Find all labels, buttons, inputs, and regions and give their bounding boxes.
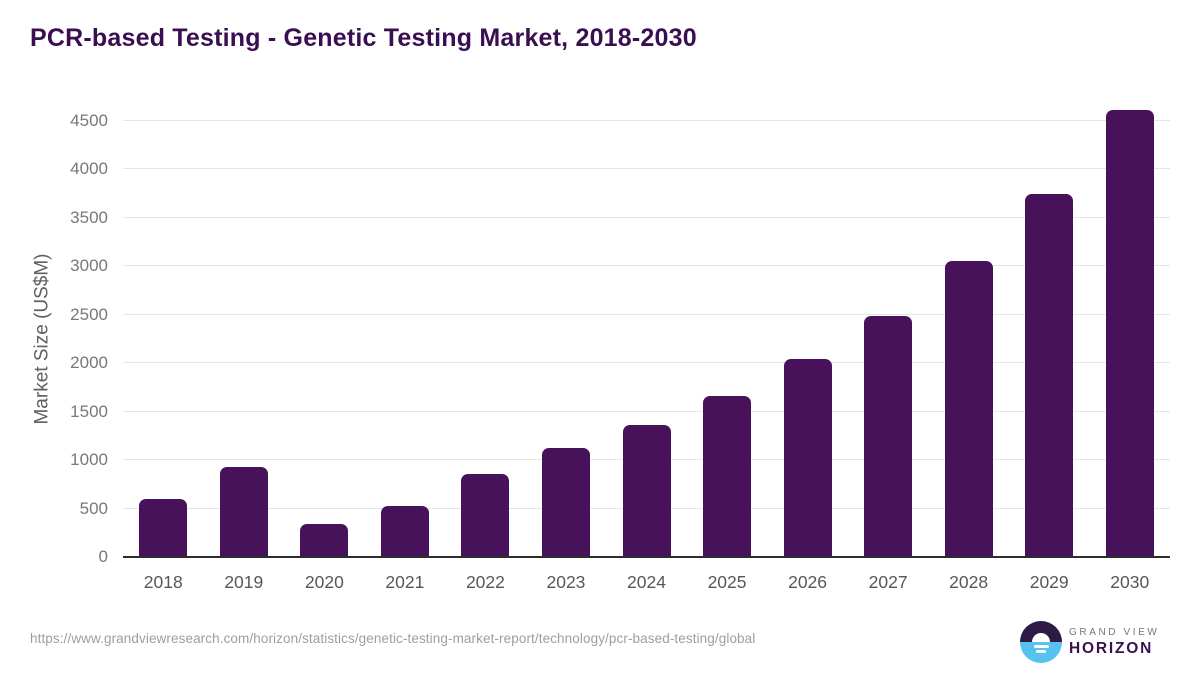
y-tick-label-3500: 3500 bbox=[70, 207, 108, 227]
bar-2019[interactable] bbox=[219, 466, 268, 557]
gridline-4500 bbox=[123, 120, 1170, 121]
y-tick-label-1000: 1000 bbox=[70, 450, 108, 470]
bar-2020[interactable] bbox=[300, 524, 349, 557]
source-url: https://www.grandviewresearch.com/horizo… bbox=[30, 631, 756, 646]
logo-product-line: HORIZON bbox=[1069, 639, 1154, 657]
bar-2028[interactable] bbox=[944, 260, 993, 557]
x-tick-label-2022: 2022 bbox=[465, 572, 505, 592]
x-tick-label-2019: 2019 bbox=[224, 572, 264, 592]
bar-2030[interactable] bbox=[1105, 110, 1154, 557]
bar-2018[interactable] bbox=[139, 499, 188, 557]
gridline-2000 bbox=[123, 362, 1170, 364]
x-tick-label-2026: 2026 bbox=[788, 572, 828, 592]
bar-2021[interactable] bbox=[380, 505, 429, 557]
x-axis-line bbox=[123, 556, 1170, 558]
x-tick-label-2029: 2029 bbox=[1029, 572, 1069, 592]
bar-2022[interactable] bbox=[461, 473, 510, 557]
x-tick-label-2018: 2018 bbox=[143, 572, 183, 592]
x-tick-label-2030: 2030 bbox=[1110, 572, 1150, 592]
x-axis-labels: 2018 2019 2020 2021 2022 2023 2024 2025 2026 2027… bbox=[123, 572, 1170, 598]
gridline-4000 bbox=[123, 168, 1170, 170]
plot-area bbox=[123, 110, 1170, 557]
gridline-3000 bbox=[123, 265, 1170, 267]
y-axis-ticks: 0 500 1000 1500 2000 2500 3000 3500 4000 4500 bbox=[0, 112, 108, 566]
logo-text: GRAND VIEW HORIZON bbox=[1069, 627, 1159, 658]
bar-2029[interactable] bbox=[1025, 193, 1074, 557]
x-tick-label-2028: 2028 bbox=[949, 572, 989, 592]
horizon-sun-icon bbox=[1020, 621, 1062, 663]
x-tick-label-2027: 2027 bbox=[868, 572, 908, 592]
y-tick-label-1500: 1500 bbox=[70, 401, 108, 421]
y-tick-label-0: 0 bbox=[98, 547, 108, 566]
bar-2025[interactable] bbox=[703, 395, 752, 557]
chart-title: PCR-based Testing - Genetic Testing Mark… bbox=[30, 24, 697, 52]
x-tick-label-2023: 2023 bbox=[546, 572, 586, 592]
y-tick-label-2500: 2500 bbox=[70, 304, 108, 324]
x-tick-label-2024: 2024 bbox=[627, 572, 666, 592]
y-tick-label-500: 500 bbox=[79, 498, 108, 518]
y-tick-label-4500: 4500 bbox=[70, 111, 108, 130]
y-tick-label-3000: 3000 bbox=[70, 256, 108, 276]
gridline-1500 bbox=[123, 410, 1170, 412]
bar-2023[interactable] bbox=[541, 448, 590, 557]
x-tick-label-2025: 2025 bbox=[707, 572, 747, 592]
bar-2024[interactable] bbox=[622, 425, 671, 557]
x-tick-label-2020: 2020 bbox=[304, 572, 344, 592]
gridline-2500 bbox=[123, 313, 1170, 315]
y-tick-label-2000: 2000 bbox=[70, 353, 108, 373]
gridline-3500 bbox=[123, 216, 1170, 218]
bar-2027[interactable] bbox=[864, 315, 913, 557]
grand-view-horizon-logo: GRAND VIEW HORIZON bbox=[1020, 621, 1159, 663]
x-tick-label-2021: 2021 bbox=[385, 572, 425, 592]
y-tick-label-4000: 4000 bbox=[70, 159, 108, 179]
bar-2026[interactable] bbox=[783, 359, 832, 557]
logo-brand-line: GRAND VIEW bbox=[1069, 626, 1160, 638]
